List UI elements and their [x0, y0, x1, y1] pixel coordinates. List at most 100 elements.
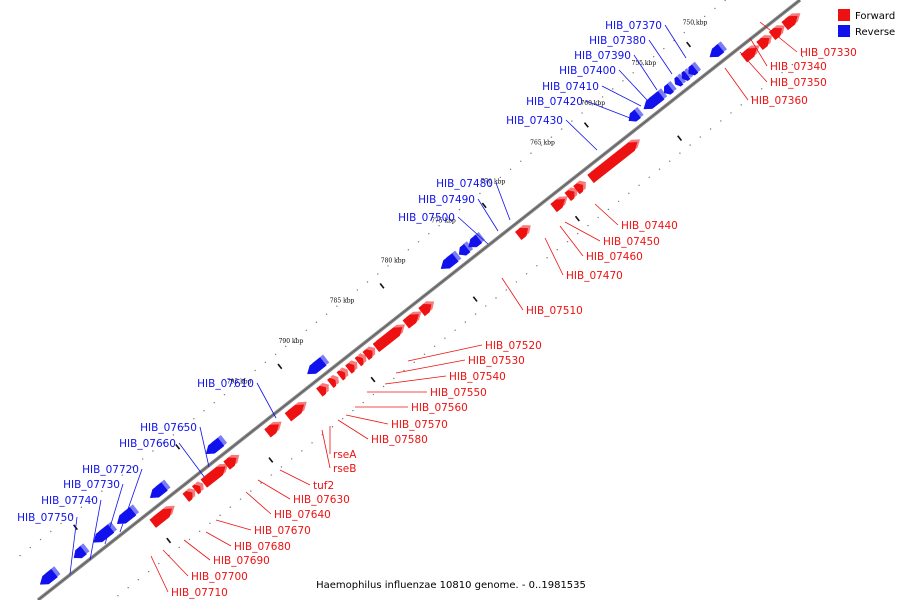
gene-label-hib_07740[interactable]: HIB_07740 [41, 495, 98, 507]
tick-label: 775 kbp [431, 218, 456, 225]
reverse-gene-arrow [93, 521, 118, 543]
minor-tick-dot [19, 554, 21, 557]
forward-gene-arrow [264, 421, 282, 438]
gene-label-hib_07460[interactable]: HIB_07460 [586, 251, 643, 263]
forward-gene-arrow [284, 401, 307, 422]
gene-features [39, 13, 801, 585]
reverse-gene-arrow [643, 88, 668, 110]
minor-tick-dot [352, 409, 354, 412]
map-caption: Haemophilus influenzae 10810 genome. - 0… [316, 580, 586, 591]
gene-label-tuf2[interactable]: tuf2 [313, 480, 334, 492]
gene-label-hib_07380[interactable]: HIB_07380 [589, 35, 646, 47]
gene-label-hib_07420[interactable]: HIB_07420 [526, 96, 583, 108]
gene-label-hib_07630[interactable]: HIB_07630 [293, 494, 350, 506]
minor-tick-dot [403, 369, 405, 372]
forward-gene-arrow [316, 383, 329, 397]
gene-label-hib_07560[interactable]: HIB_07560 [411, 402, 468, 414]
minor-tick-dot [250, 490, 252, 492]
minor-tick-dot [638, 184, 640, 187]
genome-backbone [36, 0, 802, 600]
gene-label-hib_07730[interactable]: HIB_07730 [63, 479, 120, 491]
reverse-gene-arrow [73, 543, 90, 559]
minor-tick-dot [325, 313, 328, 315]
gene-label-hib_07390[interactable]: HIB_07390 [574, 50, 631, 62]
gene-label-hib_07570[interactable]: HIB_07570 [391, 419, 448, 431]
minor-tick-dot [587, 224, 589, 227]
gene-label-hib_07750[interactable]: HIB_07750 [17, 512, 74, 524]
label-leader [495, 182, 511, 221]
label-leader [749, 37, 768, 67]
reverse-gene-arrow [116, 504, 140, 524]
gene-label-hib_07670[interactable]: HIB_07670 [254, 525, 311, 537]
gene-label-hib_07360[interactable]: HIB_07360 [751, 95, 808, 107]
minor-tick-dot [546, 257, 548, 259]
gene-label-hib_07500[interactable]: HIB_07500 [398, 212, 455, 224]
gene-label-hib_07650[interactable]: HIB_07650 [140, 422, 197, 434]
minor-tick-dot [182, 426, 185, 428]
minor-tick-dot [550, 136, 553, 138]
legend-forward-label: Forward [855, 11, 895, 22]
minor-tick-dot [683, 31, 685, 34]
gene-label-hib_07410[interactable]: HIB_07410 [542, 81, 599, 93]
minor-tick-dot [577, 232, 579, 235]
minor-tick-dot [270, 474, 272, 476]
gene-label-rseb[interactable]: rseB [333, 463, 356, 475]
gene-label-hib_07400[interactable]: HIB_07400 [559, 65, 616, 77]
minor-tick-dot [704, 15, 706, 18]
gene-label-hib_07430[interactable]: HIB_07430 [506, 115, 563, 127]
major-tick [686, 41, 692, 48]
minor-tick-dot [407, 249, 410, 251]
label-leader [664, 24, 687, 59]
minor-tick-dot [158, 562, 160, 565]
minor-tick-dot [111, 482, 113, 484]
tick-label: 785 kbp [330, 298, 355, 305]
gene-label-hib_07520[interactable]: HIB_07520 [485, 340, 542, 352]
forward-gene-arrow [564, 187, 578, 202]
minor-tick-dot [362, 401, 364, 404]
minor-tick-dot [515, 281, 518, 283]
gene-label-rsea[interactable]: rseA [333, 449, 357, 461]
minor-tick-dot [213, 402, 215, 404]
gene-label-hib_07350[interactable]: HIB_07350 [770, 77, 827, 89]
gene-label-hib_07690[interactable]: HIB_07690 [213, 555, 270, 567]
gene-label-hib_07720[interactable]: HIB_07720 [82, 464, 139, 476]
minor-tick-dot [781, 71, 783, 74]
minor-tick-dot [152, 450, 154, 452]
minor-tick-dot [428, 233, 430, 235]
label-leader [178, 442, 206, 479]
gene-label-hib_07480[interactable]: HIB_07480 [436, 178, 493, 190]
gene-label-hib_07470[interactable]: HIB_07470 [566, 270, 623, 282]
gene-label-hib_07440[interactable]: HIB_07440 [621, 220, 678, 232]
gene-label-hib_07700[interactable]: HIB_07700 [191, 571, 248, 583]
major-tick [277, 363, 283, 370]
gene-label-hib_07510[interactable]: HIB_07510 [526, 305, 583, 317]
major-tick [268, 457, 274, 463]
tick-label: 750 kbp [683, 20, 708, 27]
gene-label-hib_07660[interactable]: HIB_07660 [119, 438, 176, 450]
forward-gene-arrow [756, 35, 773, 51]
gene-label-hib_07370[interactable]: HIB_07370 [605, 20, 662, 32]
minor-tick-dot [239, 498, 242, 500]
minor-tick-dot [730, 112, 732, 114]
minor-tick-dot [489, 184, 491, 187]
gene-label-hib_07530[interactable]: HIB_07530 [468, 355, 525, 367]
gene-label-hib_07550[interactable]: HIB_07550 [430, 387, 487, 399]
minor-tick-dot [448, 216, 450, 219]
label-leader [633, 54, 658, 91]
minor-tick-dot [812, 47, 814, 50]
minor-tick-dot [142, 458, 144, 460]
gene-label-hib_07710[interactable]: HIB_07710 [171, 587, 228, 599]
gene-label-hib_07540[interactable]: HIB_07540 [449, 371, 506, 383]
gene-label-hib_07580[interactable]: HIB_07580 [371, 434, 428, 446]
minor-tick-dot [311, 442, 313, 444]
gene-label-hib_07450[interactable]: HIB_07450 [603, 236, 660, 248]
gene-label-hib_07330[interactable]: HIB_07330 [800, 47, 857, 59]
gene-label-hib_07680[interactable]: HIB_07680 [234, 541, 291, 553]
minor-tick-dot [193, 418, 195, 420]
minor-tick-dot [413, 361, 415, 364]
gene-label-hib_07490[interactable]: HIB_07490 [418, 194, 475, 206]
gene-label-hib_07610[interactable]: HIB_07610 [197, 378, 254, 390]
gene-label-hib_07640[interactable]: HIB_07640 [274, 509, 331, 521]
gene-label-hib_07340[interactable]: HIB_07340 [770, 61, 827, 73]
